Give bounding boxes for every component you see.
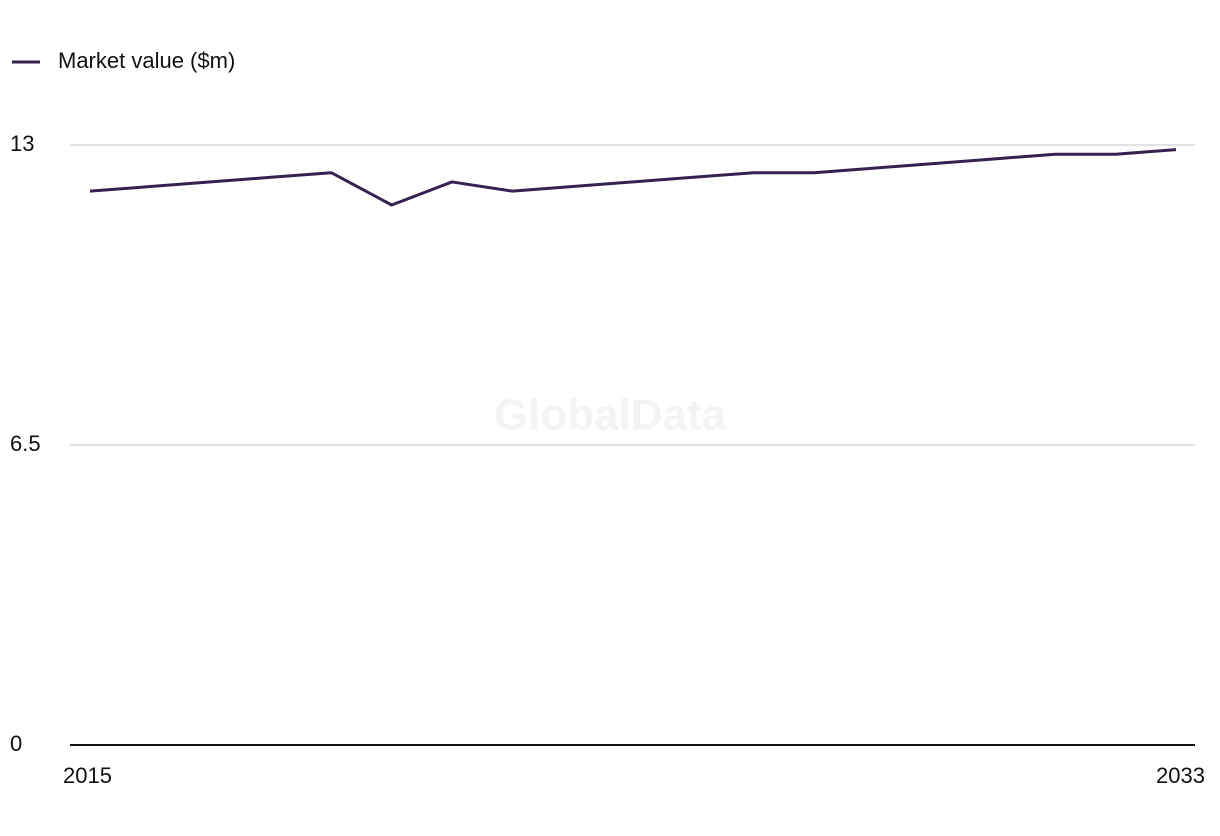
watermark: GlobalData — [494, 391, 727, 440]
y-tick-label: 13 — [10, 131, 34, 156]
y-tick-label: 0 — [10, 731, 22, 756]
y-tick-label: 6.5 — [10, 431, 41, 456]
x-tick-label: 2015 — [63, 763, 112, 788]
series-line — [89, 148, 1177, 207]
x-tick-label: 2033 — [1156, 763, 1205, 788]
legend-label: Market value ($m) — [58, 48, 235, 73]
